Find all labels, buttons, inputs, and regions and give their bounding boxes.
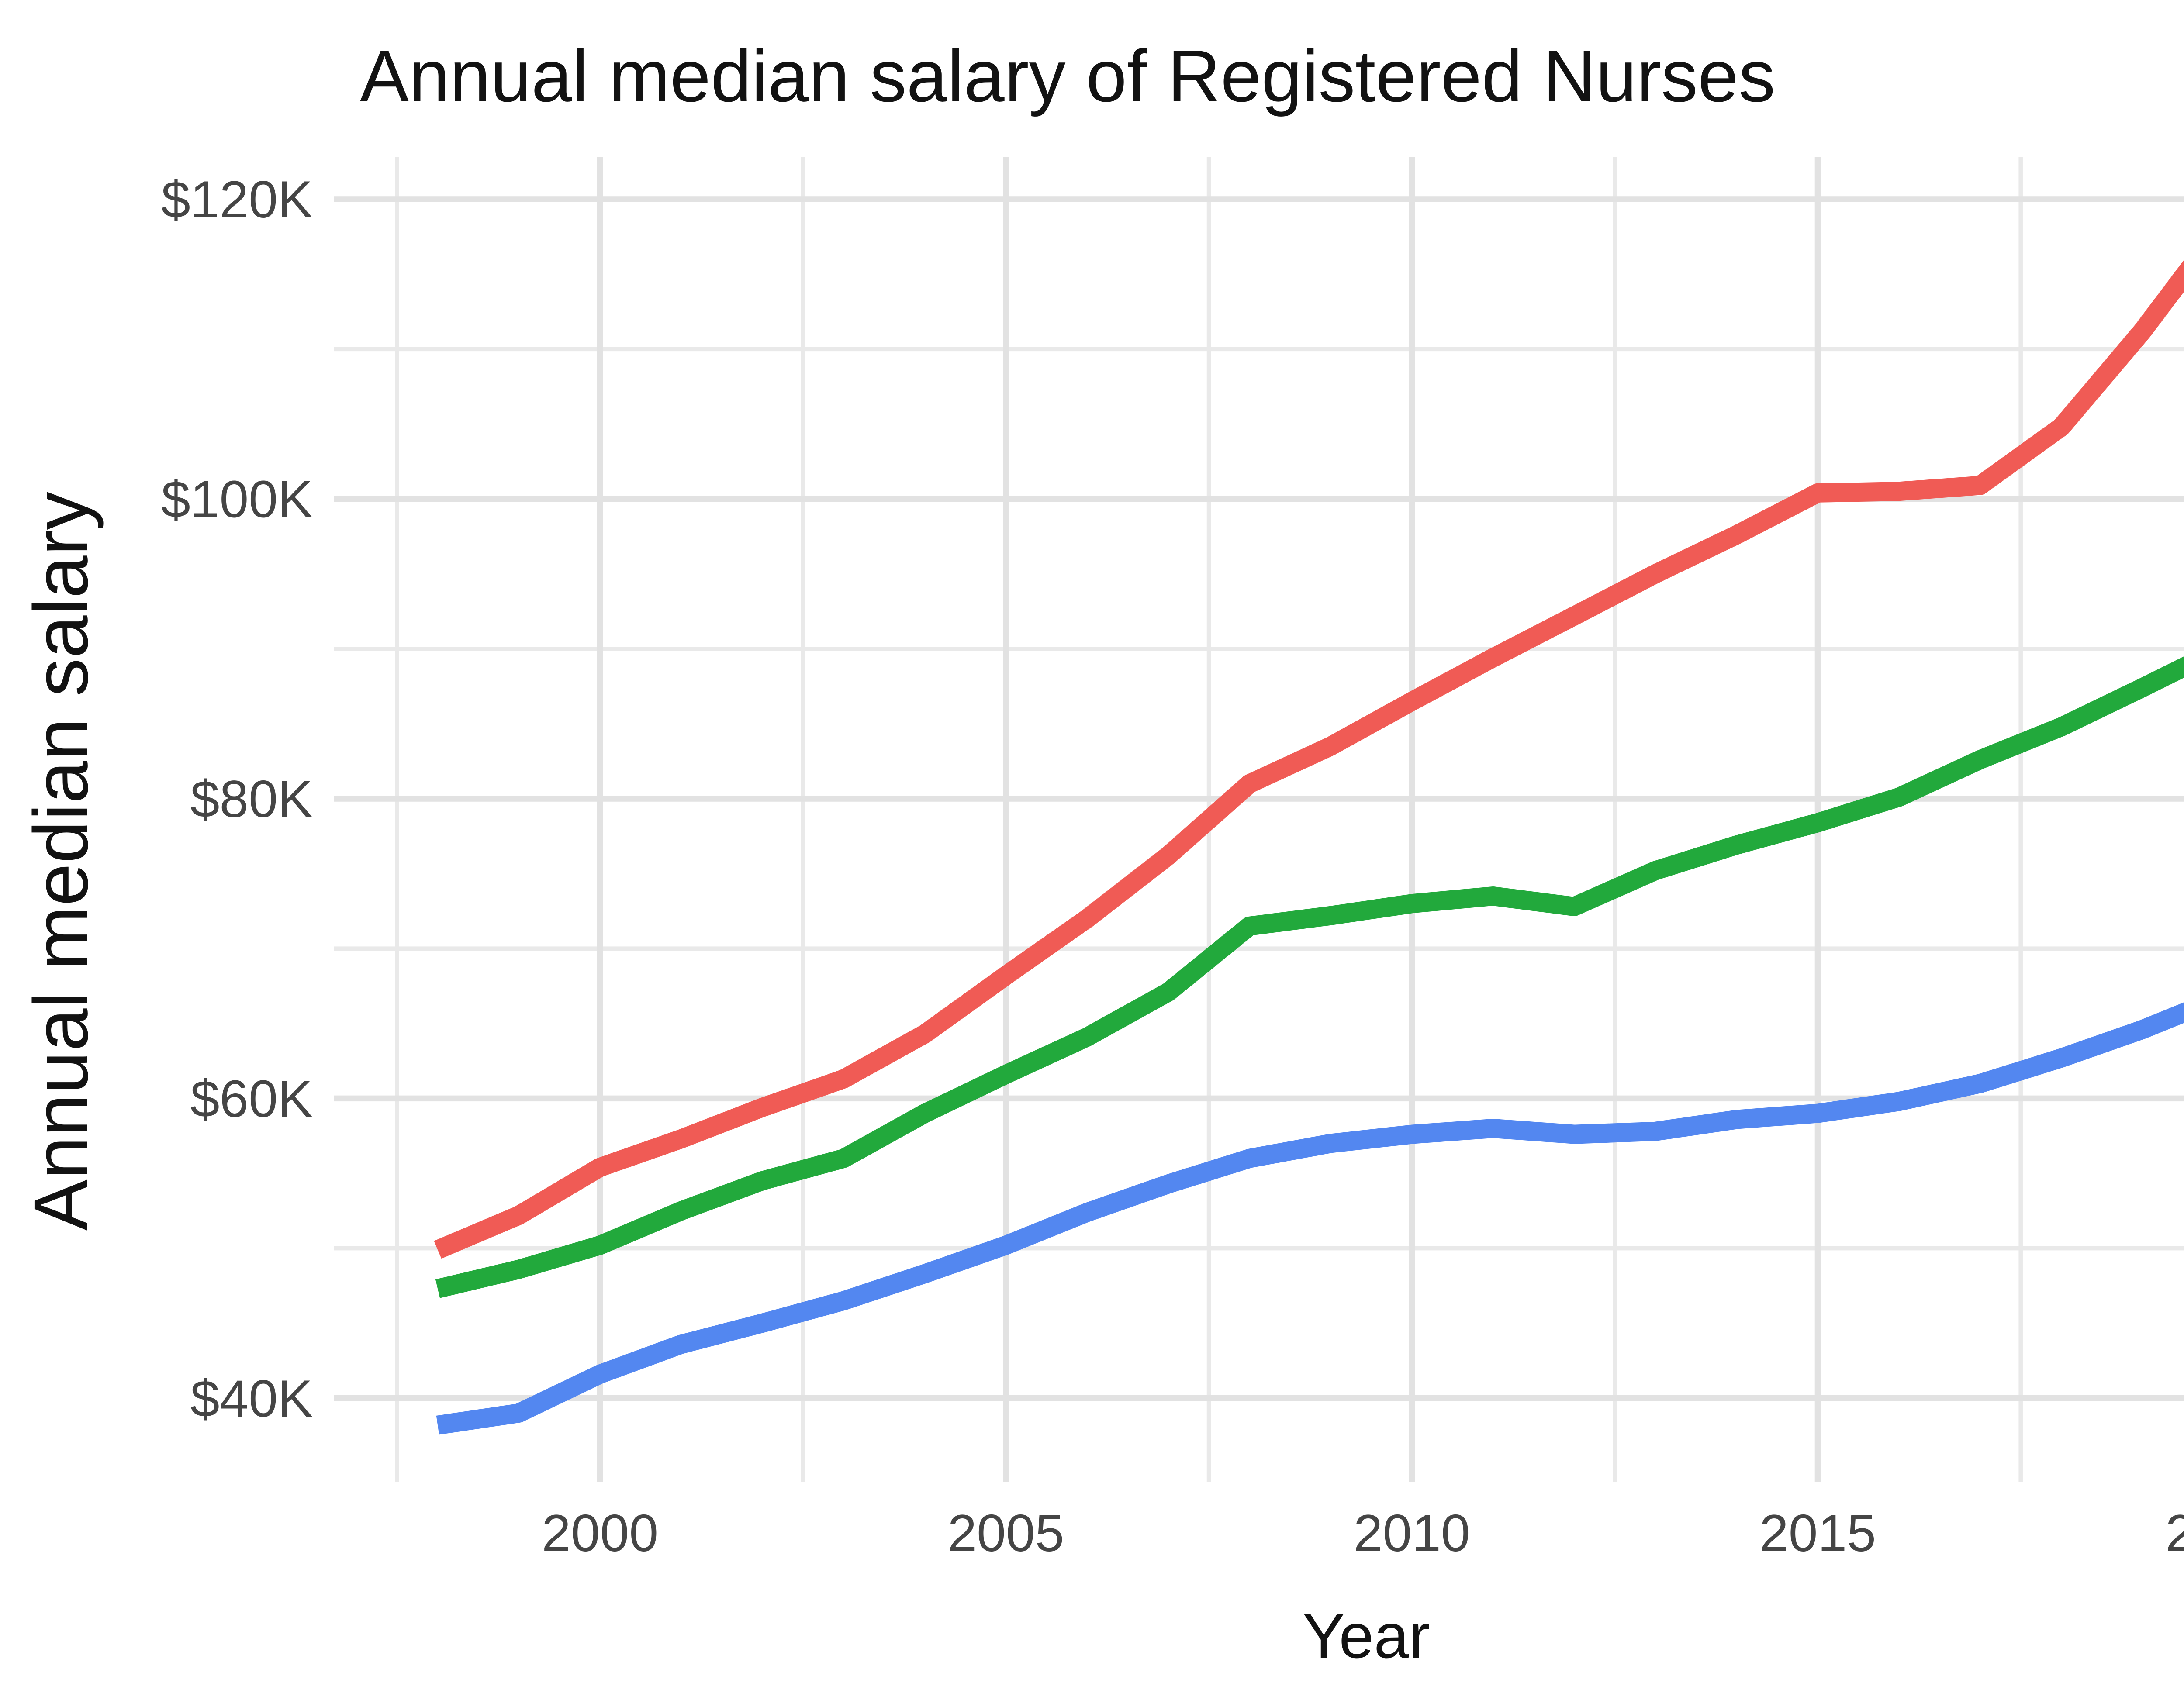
chart-title: Annual median salary of Registered Nurse…: [360, 35, 1776, 117]
series-line-north-carolina: [436, 1002, 2184, 1435]
x-axis-title: Year: [1303, 1600, 1430, 1672]
x-tick-label: 2010: [1354, 1504, 1470, 1562]
y-tick-label: $40K: [190, 1369, 313, 1428]
y-tick-label: $80K: [190, 770, 313, 828]
x-tick-label: 2000: [542, 1504, 658, 1562]
series-line-california: [434, 260, 2184, 1259]
y-axis-title: Annual median salary: [19, 491, 105, 1231]
x-tick-label: 2015: [1759, 1504, 1876, 1562]
y-tick-label: $120K: [161, 170, 313, 229]
y-tick-label: $100K: [161, 470, 313, 529]
series-line-new-york: [435, 656, 2184, 1298]
y-tick-label: $60K: [190, 1069, 313, 1128]
x-tick-label: 2005: [947, 1504, 1064, 1562]
x-tick-label: 2020: [2165, 1504, 2184, 1562]
